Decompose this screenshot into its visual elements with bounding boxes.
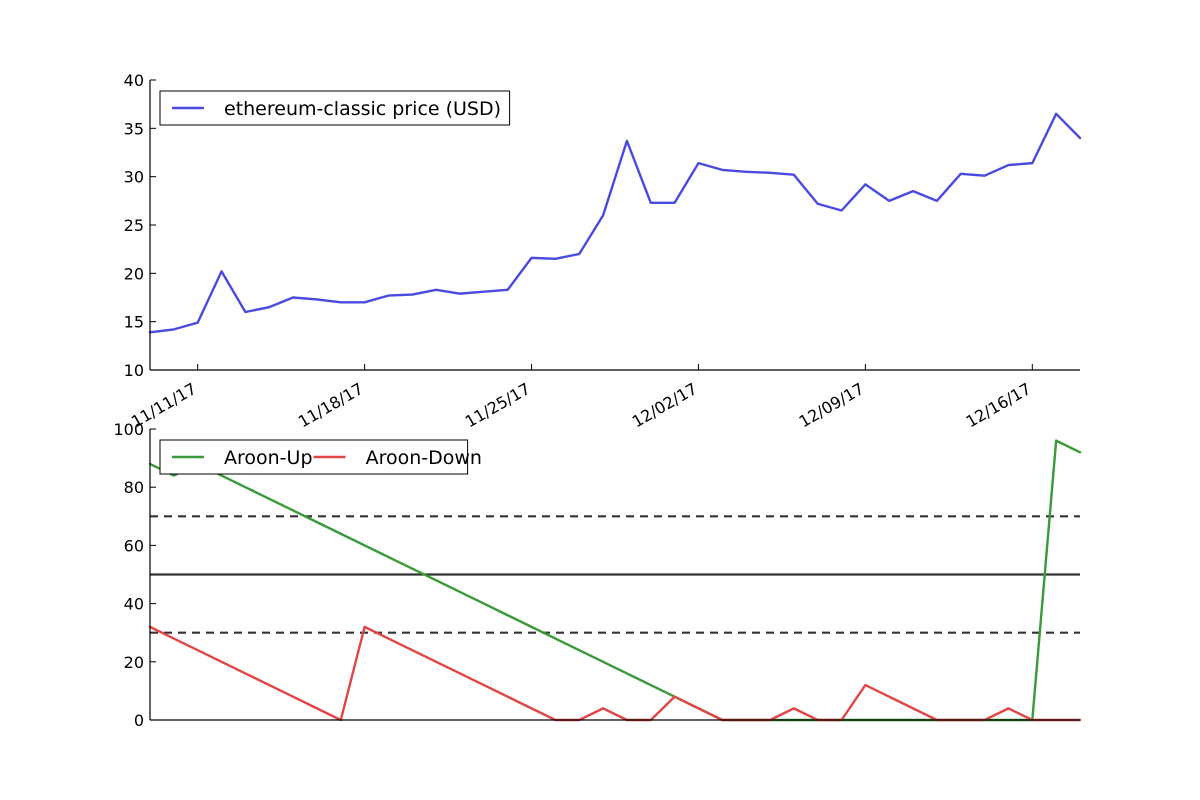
aroon-chart-panel: 0 20 40 60 80 100 Aroon-Up Aroon-Down [113, 420, 1082, 730]
series-line-aroon-down [148, 625, 1082, 722]
legend-box [159, 90, 511, 126]
legend-label: ethereum-classic price (USD) [224, 98, 501, 120]
y-tick-label: 15 [124, 313, 144, 332]
aroon-axes [149, 429, 1080, 721]
y-tick-label: 30 [124, 168, 144, 187]
price-y-ticks: 10 15 20 25 30 35 40 [124, 71, 156, 380]
y-tick-label: 100 [113, 420, 144, 439]
y-tick-label: 35 [124, 119, 144, 138]
y-tick-label: 40 [124, 71, 144, 90]
y-tick-label: 0 [134, 711, 144, 730]
y-tick-label: 80 [124, 478, 144, 497]
price-legend: ethereum-classic price (USD) [159, 90, 511, 126]
y-tick-label: 40 [124, 595, 144, 614]
y-tick-label: 20 [124, 264, 144, 283]
y-tick-label: 60 [124, 536, 144, 555]
y-tick-label: 20 [124, 653, 144, 672]
legend-label: Aroon-Down [366, 447, 482, 469]
y-tick-label: 25 [124, 216, 144, 235]
price-series-lines [148, 112, 1082, 334]
series-line-ethereum-classic-price-usd [148, 112, 1082, 334]
aroon-legend: Aroon-Up Aroon-Down [159, 439, 482, 475]
y-tick-label: 10 [124, 361, 144, 380]
legend-label: Aroon-Up [224, 447, 313, 469]
aroon-y-ticks: 0 20 40 60 80 100 [113, 420, 156, 730]
